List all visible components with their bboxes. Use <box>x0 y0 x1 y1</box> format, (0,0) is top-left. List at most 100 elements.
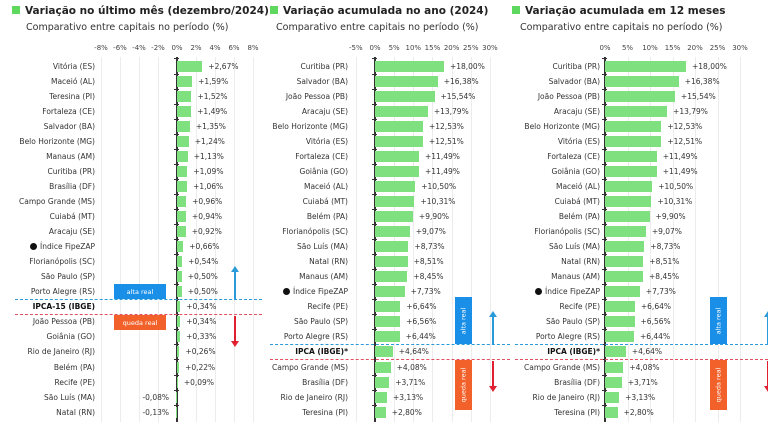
row-label: Manaus (AM) <box>551 271 600 282</box>
row-label: Curitiba (PR) <box>47 166 95 177</box>
bar <box>375 241 409 253</box>
value-label: +1,13% <box>193 151 224 161</box>
value-label: +1,35% <box>195 121 226 131</box>
axis-tick-mark <box>602 269 607 271</box>
value-label: +8,51% <box>649 257 680 267</box>
gridline <box>432 57 434 422</box>
row-label: Campo Grande (MS) <box>19 196 95 207</box>
row-name: Fortaleza (CE) <box>295 151 348 161</box>
axis-tick-mark <box>174 163 179 165</box>
axis-tick-mark <box>602 103 607 105</box>
x-tick-label: 30% <box>732 44 748 52</box>
row-label: Florianópolis (SC) <box>282 226 348 237</box>
row-label: Rio de Janeiro (RJ) <box>533 392 600 403</box>
value-label: +0,26% <box>185 347 216 357</box>
axis-tick-mark <box>602 73 607 75</box>
panel-title-text: Variação acumulada em 12 meses <box>525 5 726 17</box>
x-tick-label: 5% <box>621 44 634 52</box>
axis-tick-mark <box>372 269 377 271</box>
value-label: +6,44% <box>639 332 671 342</box>
row-name: Maceió (AL) <box>555 181 600 191</box>
panel-title: Variação acumulada no ano (2024) <box>270 5 488 17</box>
axis-tick-mark <box>174 148 179 150</box>
row-label: Porto Alegre (RS) <box>31 286 95 297</box>
bar <box>177 376 178 388</box>
row-name: Rio de Janeiro (RJ) <box>280 392 348 402</box>
value-label: +10,50% <box>658 181 694 191</box>
row-name: Teresina (PI) <box>302 407 348 417</box>
value-label: +18,00% <box>449 61 485 71</box>
row-label: São Paulo (SP) <box>546 316 600 327</box>
value-label: +11,49% <box>425 166 460 176</box>
row-label: Aracaju (SE) <box>302 106 348 117</box>
value-label: +10,50% <box>421 181 457 191</box>
axis-tick-mark <box>602 148 607 150</box>
axis-tick-mark <box>174 254 179 256</box>
bar <box>605 120 662 132</box>
row-name: Florianópolis (SC) <box>534 227 600 237</box>
panel-title-text: Variação no último mês (dezembro/2024) <box>25 5 269 17</box>
axis-tick-mark <box>372 58 377 60</box>
value-label: +4,64% <box>398 347 429 357</box>
x-tick-label: 20% <box>443 44 460 52</box>
bar <box>605 316 635 328</box>
arrow-up-icon <box>492 316 494 345</box>
axis-tick-mark <box>174 208 179 210</box>
bar <box>605 301 635 313</box>
row-name: João Pessoa (PB) <box>285 91 348 101</box>
legend-swatch <box>270 6 278 14</box>
row-label: São Paulo (SP) <box>294 316 348 327</box>
row-label: Belém (PA) <box>54 362 95 373</box>
value-label: +2,80% <box>623 407 654 417</box>
bar <box>177 226 186 238</box>
row-label: Cuiabá (MT) <box>555 196 600 207</box>
value-label: +12,51% <box>667 136 703 146</box>
row-label: São Luís (MA) <box>549 241 600 252</box>
x-tick-label: 10% <box>642 44 658 52</box>
bar <box>375 120 423 132</box>
arrow-down-head-icon <box>488 386 497 393</box>
value-label: +7,73% <box>645 287 676 297</box>
value-label: +11,49% <box>662 151 698 161</box>
bar <box>177 165 188 177</box>
row-name: Índice FipeZAP <box>545 287 600 297</box>
axis-tick-mark <box>372 284 377 286</box>
row-label: São Luís (MA) <box>297 241 348 252</box>
axis-tick-mark <box>372 178 377 180</box>
value-label: +9,07% <box>651 227 682 237</box>
row-name: São Luís (MA) <box>297 242 348 252</box>
panel-subtitle: Comparativo entre capitais no período (%… <box>26 22 229 33</box>
row-name: Belo Horizonte (MG) <box>19 136 95 146</box>
row-label: Cuiabá (MT) <box>303 196 348 207</box>
row-name: São Luís (MA) <box>549 242 600 252</box>
row-name: Natal (RN) <box>561 257 600 267</box>
bar <box>177 135 189 147</box>
bar <box>605 331 634 343</box>
x-tick-label: 0% <box>171 44 183 52</box>
bar <box>177 90 192 102</box>
axis-tick-mark <box>174 88 179 90</box>
bar <box>375 75 438 87</box>
row-name: Natal (RN) <box>309 257 348 267</box>
row-name: João Pessoa (PB) <box>537 91 600 101</box>
axis-tick-mark <box>602 193 607 195</box>
bar <box>175 406 177 418</box>
bar <box>375 135 423 147</box>
value-label: +16,38% <box>443 76 479 86</box>
value-label: +0,09% <box>183 377 214 387</box>
row-name: Brasília (DF) <box>554 377 600 387</box>
value-label: +16,38% <box>684 76 720 86</box>
row-label: Rio de Janeiro (RJ) <box>28 346 95 357</box>
row-name: Manaus (AM) <box>46 151 95 161</box>
x-tick-label: 25% <box>709 44 726 52</box>
row-name: Florianópolis (SC) <box>282 227 348 237</box>
value-label: +10,31% <box>657 196 693 206</box>
x-tick-label: 25% <box>462 44 479 52</box>
row-label: Brasília (DF) <box>49 181 95 192</box>
value-label: +0,54% <box>188 257 219 267</box>
row-name: Aracaju (SE) <box>301 106 348 116</box>
axis-tick-mark <box>372 329 377 331</box>
gridline <box>740 57 741 422</box>
value-label: +1,52% <box>197 91 228 101</box>
gridline <box>120 57 121 422</box>
